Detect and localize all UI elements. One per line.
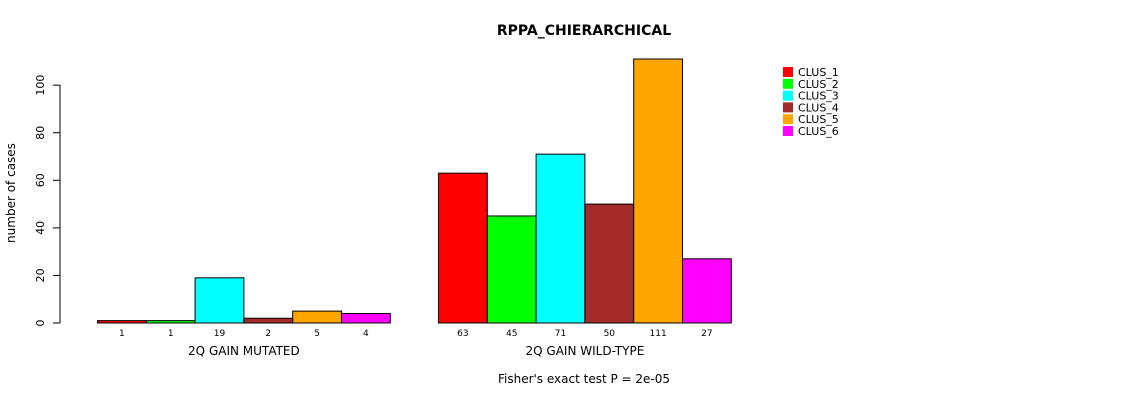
bars-group [97,58,732,324]
bar-count-label: 111 [650,329,667,339]
group-label: 2Q GAIN MUTATED [188,344,300,358]
fisher-test-label: Fisher's exact test P = 2e-05 [498,372,670,386]
legend-swatch [783,126,793,136]
bar-count-label: 1 [168,329,174,339]
legend-swatch [783,114,793,125]
bar-clus_4 [243,317,294,324]
bar-clus_5 [633,58,684,324]
bar-clus_1 [97,320,147,324]
bar-count-label: 19 [214,329,226,339]
y-tick-label: 20 [34,268,47,282]
legend-label: CLUS_6 [798,125,839,138]
bar-clus_3 [194,277,245,324]
legend-swatch [783,78,793,89]
bar-count-label: 2 [265,329,271,339]
bar-clus_2 [145,320,196,324]
y-tick-label: 80 [34,126,47,140]
bar-clus_6 [341,312,391,324]
y-axis-title: number of cases [4,143,18,243]
bar-clus_4 [584,203,635,324]
legend-label: CLUS_2 [798,78,839,91]
legend-swatch [783,90,793,101]
legend-label: CLUS_3 [798,90,839,103]
bar-clus_6 [682,258,732,324]
legend-label: CLUS_4 [798,101,839,114]
bar-clus_1 [438,172,488,324]
legend-swatch [783,102,793,113]
y-tick-label: 100 [34,75,47,96]
group-label: 2Q GAIN WILD-TYPE [526,344,645,358]
bar-clus_2 [486,215,537,324]
bar-count-label: 45 [506,329,517,339]
y-tick-label: 40 [34,221,47,235]
y-axis: 0 20 40 60 80 100 [34,75,61,327]
y-tick-label: 60 [34,173,47,187]
bar-count-label: 1 [119,329,125,339]
bar-count-label: 50 [604,329,616,339]
labels-group: 1 1 19 2 5 4 2Q GAIN MUTATED 63 45 71 50 111 27 2Q GA… [119,329,713,358]
bar-count-label: 63 [457,329,468,339]
bar-clus_3 [535,153,586,324]
bar-clus_5 [292,310,343,324]
bar-count-label: 5 [314,329,320,339]
chart-title: RPPA_CHIERARCHICAL [497,23,671,39]
y-tick-label: 0 [34,320,47,327]
bar-count-label: 71 [555,329,566,339]
bar-count-label: 4 [363,329,369,339]
bar-count-label: 27 [701,329,712,339]
legend-label: CLUS_1 [798,66,839,79]
legend-swatch [783,67,793,77]
legend-label: CLUS_5 [798,113,839,126]
